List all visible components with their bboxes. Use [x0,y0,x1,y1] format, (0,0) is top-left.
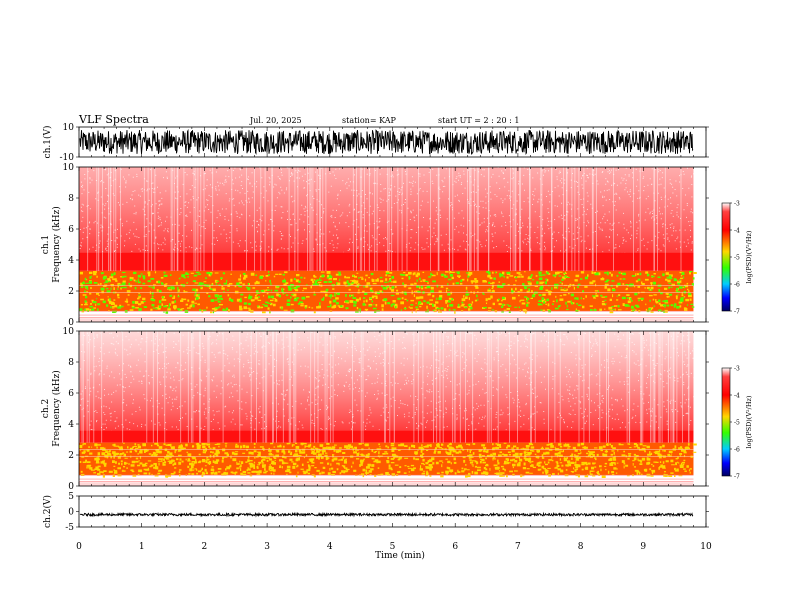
time-tick-label: 4 [327,542,333,552]
ch2-upper-red-region [79,331,694,431]
ch2-colorbar-tick-label: -3 [734,366,740,373]
ch1-ytick-label: 4 [68,256,74,266]
ch1-ytick-label: 10 [63,163,75,173]
ch2-waveform-panel: 5 0 -5 ch.2(V) [42,492,709,533]
ch2-ytick-label: 8 [68,358,74,368]
ch1-spectrogram-panel: 0 2 4 6 8 10 ch.1 Frequency (kHz) [41,163,709,328]
ch1-ytick-label: 2 [68,287,74,297]
ch1-low-strip [79,318,694,322]
ch2-wave-ytick-label: -5 [65,523,74,533]
ch2-spectrogram-panel: 0 2 4 6 8 10 ch.2 Frequency (kHz) [41,327,709,492]
ch1-upper-red-region [79,167,694,253]
time-tick-label: 2 [202,542,208,552]
ch2-strong-red-band [79,430,694,443]
ch2-colorbar-tick-label: -6 [734,447,740,454]
ch1-colorbar-tick-label: -5 [734,255,740,262]
ch2-colorbar-label: log(PSD)(V²/Hz) [745,395,753,448]
ch1-colorbar-label: log(PSD)(V²/Hz) [745,230,753,283]
ch1-wave-ytick-label: 10 [63,123,75,133]
time-axis-label: Time (min) [375,550,425,561]
ch1-colorbar-tick-label: -3 [734,201,740,208]
ch1-wave-ytick-label: -10 [60,153,75,163]
ch1-colorbar-tick-label: -6 [734,282,740,289]
time-axis: 0 1 2 3 4 5 6 7 8 9 10 Time (min) [76,542,712,561]
station-label: station= KAP [342,116,397,125]
time-tick-label: 3 [264,542,270,552]
ch2-ytick-label: 0 [68,482,74,492]
ch1-ylabel-channel: ch.1 [41,235,51,254]
ch2-ytick-label: 10 [63,327,75,337]
time-tick-label: 5 [390,542,396,552]
ch1-orange-band [79,270,694,312]
ch2-yellow-speckle [79,442,697,478]
ch1-vertical-streaks [87,167,682,271]
time-tick-label: 10 [700,542,712,552]
ch2-wave-signal-line [79,511,694,518]
date-label: Jul. 20, 2025 [249,116,302,125]
ch1-colorbar-scale [721,202,731,312]
ch1-ytick-label: 6 [68,225,74,235]
ch2-wave-ytick-label: 0 [68,508,74,518]
ch1-ytick-label: 8 [68,194,74,204]
ch2-wave-frame [78,495,707,528]
ch2-vertical-streaks [79,331,690,443]
ch1-wave-ylabel: ch.1(V) [42,126,53,159]
ch1-colorbar-tick-label: -4 [734,228,740,235]
ch1-waveform-panel: 10 -10 ch.1(V) [42,123,709,163]
ch2-ytick-label: 4 [68,420,74,430]
ch1-wave-signal-line [79,128,694,155]
ch2-low-strip [79,482,694,486]
ch2-colorbar-tick-label: -4 [734,393,740,400]
time-tick-label: 6 [452,542,458,552]
ch2-wave-ylabel: ch.2(V) [42,495,53,528]
ch1-strong-red-band [79,252,694,271]
time-tick-label: 1 [139,542,145,552]
time-tick-label: 9 [640,542,646,552]
ch2-colorbar: -3 -4 -5 -6 -7 log(PSD)(V²/Hz) [721,366,753,481]
ch1-green-speckle [79,270,695,314]
figure-title: VLF Spectra [78,113,149,126]
ch2-colorbar-scale [721,367,731,477]
ch2-colorbar-tick-label: -5 [734,420,740,427]
time-tick-label: 0 [76,542,82,552]
ch1-yellow-speckle [79,270,697,314]
ch1-colorbar: -3 -4 -5 -6 -7 log(PSD)(V²/Hz) [721,201,753,316]
ch2-wave-ytick-label: 5 [68,492,74,502]
ch2-ylabel-channel: ch.2 [41,399,51,418]
ch2-colorbar-tick-label: -7 [734,474,740,481]
ch2-ylabel-frequency: Frequency (kHz) [51,370,62,447]
ch2-ytick-label: 6 [68,389,74,399]
ch1-ytick-label: 0 [68,318,74,328]
time-tick-label: 8 [578,542,584,552]
time-tick-label: 7 [515,542,521,552]
ch1-colorbar-tick-label: -7 [734,309,740,316]
start-time-label: start UT = 2 : 20 : 1 [438,116,519,125]
ch1-ylabel-frequency: Frequency (kHz) [51,206,62,283]
ch2-ytick-label: 2 [68,451,74,461]
